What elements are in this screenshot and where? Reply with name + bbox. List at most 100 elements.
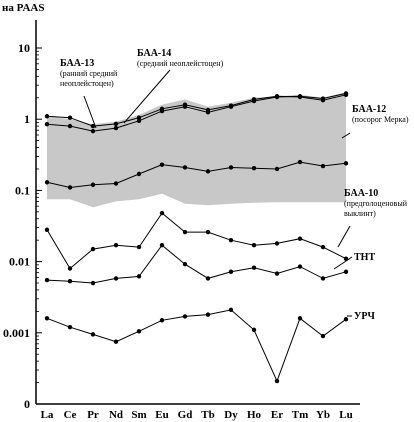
data-point	[182, 314, 188, 319]
data-point	[113, 121, 119, 127]
data-point	[113, 276, 119, 281]
data-point	[67, 324, 73, 330]
data-point	[343, 317, 349, 322]
x-tick-label: Yb	[316, 409, 330, 421]
data-point	[205, 110, 211, 115]
x-tick-label: Er	[271, 409, 283, 421]
data-point	[67, 279, 73, 284]
data-point	[297, 94, 303, 99]
series-line-5	[46, 244, 347, 284]
data-point	[44, 114, 50, 119]
x-tick-label: La	[41, 409, 54, 421]
data-point	[320, 276, 326, 281]
y-axis-label: на PAAS	[2, 2, 45, 14]
annotation-baa14: БАА-14 (средний неоплейстоцен)	[137, 48, 224, 68]
data-point	[274, 271, 280, 276]
x-tick-label: Tm	[292, 409, 309, 421]
data-point	[251, 242, 257, 248]
data-point	[90, 280, 96, 286]
y-tick-label: 0.01	[9, 255, 30, 269]
data-point	[136, 115, 142, 120]
data-point	[228, 237, 234, 243]
y-tick-label: 10	[18, 41, 30, 55]
leader-line-baa12	[341, 132, 351, 139]
data-point	[90, 182, 96, 187]
data-point	[297, 159, 303, 165]
x-tick-label: Pr	[87, 409, 99, 421]
data-point	[320, 333, 326, 339]
data-point	[228, 307, 234, 313]
data-point	[228, 269, 234, 274]
data-point	[159, 108, 165, 114]
leader-line-tnt	[333, 256, 353, 270]
data-point	[113, 125, 119, 131]
x-tick-label: Eu	[155, 409, 168, 421]
data-point	[90, 332, 96, 337]
y-tick-label: 0.001	[3, 326, 30, 340]
x-tick-label: Gd	[178, 409, 193, 421]
x-tick-label: Lu	[339, 409, 352, 421]
series-line-4	[46, 212, 347, 270]
annotation-line: БАА-14	[137, 48, 171, 59]
data-point	[205, 229, 211, 235]
data-point	[159, 318, 165, 323]
data-point	[228, 104, 234, 109]
data-point	[90, 128, 96, 134]
data-point	[182, 104, 188, 109]
data-point	[136, 244, 142, 250]
data-point	[251, 98, 257, 104]
annotation-line: (посорог Мерка)	[352, 115, 409, 124]
data-point	[136, 274, 142, 279]
data-point	[67, 115, 73, 120]
leader-line-baa10	[337, 225, 351, 248]
data-point	[205, 312, 211, 317]
data-point	[113, 339, 119, 344]
data-point	[320, 163, 326, 169]
data-point	[44, 277, 50, 283]
annotation-baa10: БАА-10 (предголоценовый выклинт)	[344, 188, 408, 218]
data-point	[159, 162, 165, 167]
data-point	[251, 265, 257, 270]
leader-line-baa14	[123, 69, 171, 124]
data-point	[67, 266, 73, 271]
data-point	[274, 378, 280, 384]
data-point	[136, 171, 142, 177]
leader-line-baa13	[83, 95, 97, 129]
data-point	[343, 161, 349, 166]
data-point	[44, 122, 50, 127]
data-point	[251, 166, 257, 171]
data-point	[297, 236, 303, 241]
data-point	[251, 327, 257, 333]
range-band	[47, 92, 346, 208]
x-tick-label: Dy	[224, 409, 238, 421]
x-tick-label: Ho	[247, 409, 262, 421]
data-point	[182, 261, 188, 267]
annotation-line: БАА-12	[352, 104, 386, 115]
data-point	[228, 165, 234, 170]
annotation-line: выклинт)	[344, 209, 376, 218]
annotation-line: (ранний средний	[60, 69, 118, 78]
data-point	[274, 94, 280, 100]
series-line-3	[46, 161, 347, 189]
data-point	[297, 316, 303, 321]
data-point	[159, 210, 165, 216]
data-point	[205, 169, 211, 174]
annotation-baa12: БАА-12 (посорог Мерка)	[352, 104, 409, 124]
data-point	[343, 91, 349, 96]
annotation-line: неоплейстоцен)	[60, 79, 114, 88]
data-point	[297, 264, 303, 269]
annotation-line: УРЧ	[354, 311, 375, 322]
x-tick-label: Ce	[64, 409, 77, 421]
data-point	[44, 227, 50, 232]
data-point	[90, 123, 96, 129]
data-point	[320, 96, 326, 101]
annotation-line: (средний неоплейстоцен)	[137, 59, 224, 68]
x-tick-label: Nd	[109, 409, 123, 421]
y-tick-label: 0	[24, 397, 30, 411]
data-point	[205, 276, 211, 281]
data-point	[44, 316, 50, 321]
data-point	[274, 166, 280, 172]
data-point	[136, 118, 142, 123]
data-point	[67, 185, 73, 190]
